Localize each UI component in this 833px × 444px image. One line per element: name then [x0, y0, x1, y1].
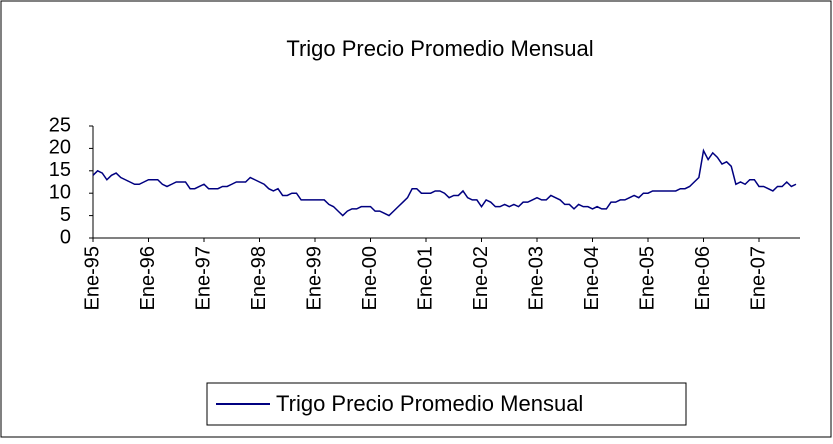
x-tick-label: Ene-07 [747, 246, 769, 311]
line [92, 148, 797, 217]
y-tick-label: 20 [49, 137, 71, 159]
legend-label: Trigo Precio Promedio Mensual [276, 391, 583, 416]
y-tick-label: 5 [60, 204, 71, 226]
x-tick-label: Ene-01 [414, 246, 436, 311]
x-tick-label: Ene-00 [359, 246, 381, 311]
x-tick-label: Ene-02 [470, 246, 492, 311]
y-tick-label: 15 [49, 159, 71, 181]
x-tick-label: Ene-96 [137, 246, 159, 311]
x-tick-label: Ene-95 [81, 246, 103, 311]
x-tick-label: Ene-99 [303, 246, 325, 311]
y-tick-label: 25 [49, 114, 71, 136]
x-tick-label: Ene-04 [581, 246, 603, 311]
legend-box [206, 382, 687, 426]
y-tick-label: 0 [60, 226, 71, 248]
y-tick-label: 10 [49, 181, 71, 203]
x-tick-label: Ene-03 [525, 246, 547, 311]
chart-title: Trigo Precio Promedio Mensual [286, 36, 593, 61]
x-tick-label: Ene-98 [248, 246, 270, 311]
x-tick-label: Ene-06 [692, 246, 714, 311]
x-tick-label: Ene-05 [636, 246, 658, 311]
x-tick-label: Ene-97 [192, 246, 214, 311]
